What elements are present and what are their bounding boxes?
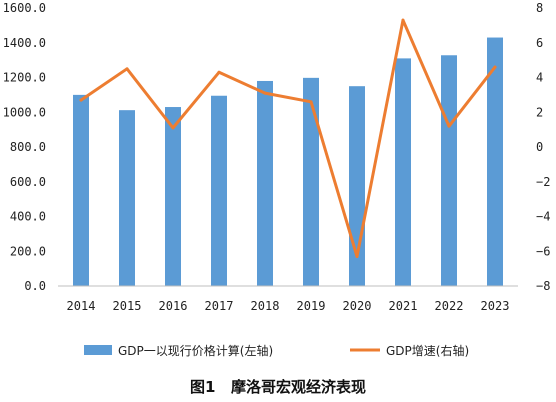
left-tick-label: 0.0 (24, 279, 46, 293)
bar-2017 (211, 95, 227, 287)
left-tick-label: 1200.0 (3, 71, 46, 85)
right-tick-label: 0 (536, 140, 543, 154)
plot-area (58, 18, 518, 287)
right-axis: −8 −6 −4 −2 0 2 4 6 8 (536, 1, 550, 293)
x-tick-label: 2023 (481, 299, 510, 313)
right-tick-label: −4 (536, 210, 550, 224)
growth-point-2014 (79, 98, 83, 102)
bar-2019 (303, 77, 319, 286)
x-axis: 2014 2015 2016 2017 2018 2019 2020 2021 2022 2023 (67, 299, 510, 313)
legend-line-label: GDP增速(右轴) (386, 343, 469, 358)
bar-2015 (119, 110, 135, 286)
bar-2023 (487, 37, 503, 286)
left-tick-label: 1400.0 (3, 36, 46, 50)
x-tick-label: 2014 (67, 299, 96, 313)
bar-2021 (395, 58, 411, 287)
x-tick-label: 2019 (297, 299, 326, 313)
right-tick-label: 6 (536, 36, 543, 50)
figure-caption: 图1 摩洛哥宏观经济表现 (190, 378, 366, 396)
growth-point-2017 (217, 70, 221, 74)
growth-line (79, 18, 497, 258)
growth-point-2023 (493, 65, 497, 69)
growth-point-2019 (309, 100, 313, 104)
left-tick-label: 1600.0 (3, 1, 46, 15)
bar-2016 (165, 107, 181, 286)
left-tick-label: 1000.0 (3, 105, 46, 119)
left-tick-label: 600.0 (10, 175, 46, 189)
x-tick-label: 2015 (113, 299, 142, 313)
right-tick-label: −2 (536, 175, 550, 189)
right-tick-label: 4 (536, 71, 543, 85)
x-tick-label: 2020 (343, 299, 372, 313)
right-tick-label: 8 (536, 1, 543, 15)
growth-point-2021 (401, 18, 405, 22)
legend-bar-swatch (84, 345, 112, 355)
left-tick-label: 400.0 (10, 210, 46, 224)
right-tick-label: 2 (536, 105, 543, 119)
growth-point-2018 (263, 91, 267, 95)
left-tick-label: 200.0 (10, 244, 46, 258)
right-tick-label: −6 (536, 244, 550, 258)
x-tick-label: 2018 (251, 299, 280, 313)
x-tick-label: 2022 (435, 299, 464, 313)
bar-2018 (257, 80, 273, 286)
x-tick-label: 2017 (205, 299, 234, 313)
x-tick-label: 2016 (159, 299, 188, 313)
bar-2014 (73, 94, 89, 286)
right-tick-label: −8 (536, 279, 550, 293)
growth-point-2016 (171, 126, 175, 130)
growth-point-2020 (355, 254, 359, 258)
left-tick-label: 800.0 (10, 140, 46, 154)
legend: GDP一以现行价格计算(左轴) GDP增速(右轴) (84, 343, 469, 358)
bar-2022 (441, 55, 457, 287)
legend-bar-label: GDP一以现行价格计算(左轴) (118, 343, 273, 358)
growth-point-2015 (125, 67, 129, 71)
growth-point-2022 (447, 124, 451, 128)
left-axis: 0.0 200.0 400.0 600.0 800.0 1000.0 1200.0 1400.… (3, 1, 46, 293)
x-tick-label: 2021 (389, 299, 418, 313)
